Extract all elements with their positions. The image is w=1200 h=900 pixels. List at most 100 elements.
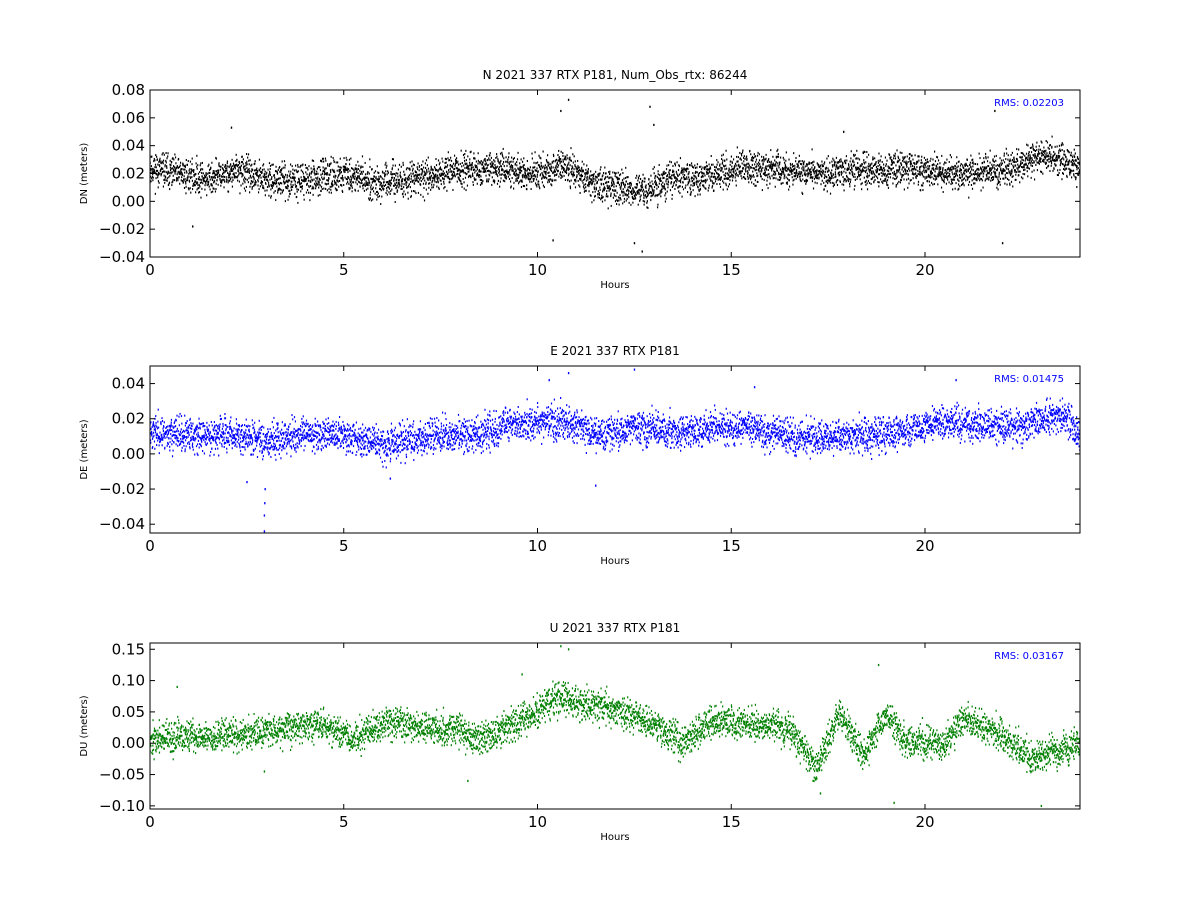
data-point — [1006, 164, 1008, 167]
data-point — [726, 188, 728, 191]
data-point — [733, 167, 735, 170]
data-point — [936, 156, 939, 159]
data-point — [476, 174, 478, 177]
data-point — [533, 166, 535, 169]
data-point — [643, 194, 645, 197]
data-point — [392, 176, 394, 179]
data-point — [465, 166, 468, 169]
data-point — [682, 173, 684, 176]
data-point — [1042, 160, 1044, 163]
data-point — [890, 169, 892, 172]
data-point — [168, 172, 170, 175]
data-point — [741, 154, 743, 157]
data-point — [703, 172, 705, 175]
data-point — [325, 167, 327, 170]
data-point — [531, 157, 533, 160]
data-point — [308, 185, 310, 188]
data-point — [371, 177, 373, 180]
data-point — [391, 168, 393, 171]
data-point — [249, 191, 251, 194]
data-point — [499, 173, 501, 176]
data-point — [379, 184, 381, 187]
data-point — [880, 166, 883, 169]
data-point — [354, 171, 356, 174]
data-point — [813, 177, 816, 180]
data-point — [750, 176, 752, 179]
data-point — [799, 175, 801, 178]
data-point — [619, 197, 621, 200]
data-point — [908, 182, 910, 185]
data-point — [1038, 145, 1040, 148]
data-point — [911, 154, 913, 157]
data-point — [1023, 163, 1025, 166]
data-point — [361, 170, 363, 173]
data-point — [613, 183, 615, 186]
data-point — [843, 178, 846, 181]
data-point — [607, 180, 610, 183]
data-point — [858, 175, 860, 178]
data-point — [524, 169, 526, 172]
data-point — [927, 167, 929, 170]
data-point — [519, 162, 521, 165]
data-point — [299, 182, 301, 185]
data-point — [732, 174, 734, 177]
data-point — [406, 181, 408, 184]
data-point — [436, 174, 439, 177]
data-point — [957, 183, 960, 186]
data-point — [198, 176, 200, 179]
data-point — [531, 180, 533, 183]
data-point — [608, 171, 610, 174]
data-point — [712, 172, 714, 175]
data-point — [416, 168, 419, 171]
data-point — [958, 176, 961, 179]
data-point — [517, 176, 520, 179]
data-point — [682, 188, 685, 191]
data-point — [342, 176, 344, 179]
data-point — [883, 163, 885, 166]
data-point — [895, 185, 897, 188]
data-point — [349, 169, 351, 172]
data-point — [1012, 160, 1014, 163]
data-point — [672, 184, 674, 187]
data-point — [611, 184, 614, 187]
data-point — [298, 179, 300, 182]
data-point — [280, 171, 282, 174]
data-point — [829, 181, 831, 184]
data-point — [313, 187, 315, 190]
data-point — [974, 182, 976, 185]
data-point — [903, 160, 905, 163]
data-point — [318, 186, 320, 189]
data-point — [527, 173, 530, 176]
data-point — [993, 160, 995, 163]
data-point — [926, 169, 928, 172]
data-point — [282, 166, 284, 169]
data-point — [772, 164, 774, 167]
data-point — [936, 167, 938, 170]
data-point — [999, 180, 1001, 183]
data-point — [897, 169, 899, 172]
data-point — [946, 175, 948, 178]
data-point — [194, 180, 196, 182]
data-point — [707, 168, 710, 171]
data-point — [800, 162, 802, 165]
data-point — [299, 166, 301, 169]
data-point — [573, 168, 575, 171]
data-point — [671, 174, 673, 177]
data-point — [209, 188, 211, 191]
data-point — [335, 174, 337, 177]
data-point — [599, 168, 601, 171]
data-point — [487, 169, 490, 172]
data-point — [362, 187, 364, 190]
data-point — [518, 175, 520, 178]
data-point — [1041, 150, 1043, 153]
data-point — [574, 160, 576, 163]
data-point — [524, 176, 526, 179]
data-point — [443, 187, 445, 190]
data-point — [778, 171, 780, 174]
data-point — [760, 166, 762, 169]
data-point — [428, 186, 430, 189]
data-point — [1038, 160, 1040, 163]
data-point — [586, 164, 588, 167]
data-point — [244, 181, 246, 184]
data-point — [825, 166, 827, 169]
